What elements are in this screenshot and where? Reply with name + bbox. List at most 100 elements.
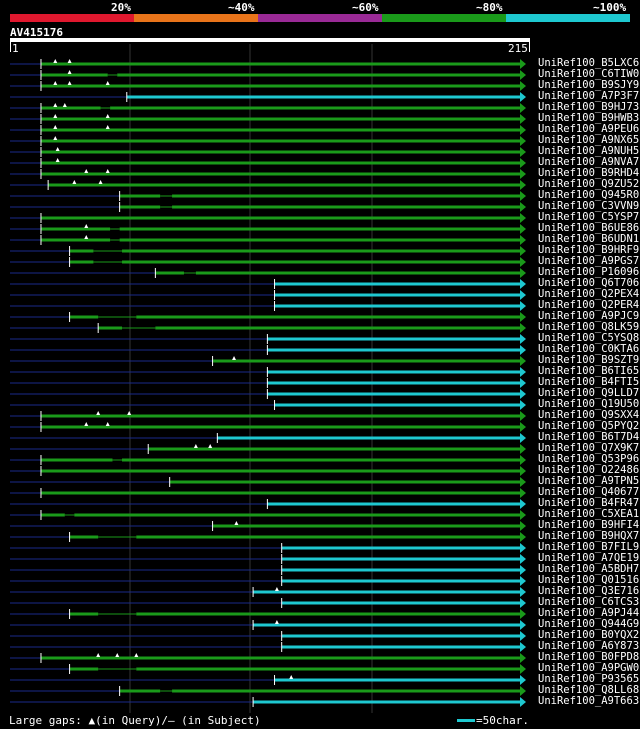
- hit-bar: [267, 381, 520, 385]
- hit-arrow: [520, 576, 526, 586]
- hit-link[interactable]: UniRef100_C6TCS3: [538, 596, 640, 608]
- hit-arrow: [520, 125, 526, 135]
- hit-bar: [40, 656, 520, 660]
- hit-bar: [40, 469, 520, 473]
- hit-link[interactable]: UniRef100_A9TPN5: [538, 475, 640, 487]
- hit-link[interactable]: UniRef100_Q6T706: [538, 277, 640, 289]
- hit-link[interactable]: UniRef100_A9T663: [538, 695, 640, 707]
- hit-arrow: [520, 400, 526, 410]
- hit-link[interactable]: UniRef100_C5XEA1: [538, 508, 640, 520]
- hit-link[interactable]: UniRef100_B6UDN1: [538, 233, 640, 245]
- hit-link[interactable]: UniRef100_Q9LLD7: [538, 387, 640, 399]
- query-title: AV415176: [10, 26, 63, 39]
- hit-link[interactable]: UniRef100_Q2PER4: [538, 299, 640, 311]
- hit-link[interactable]: UniRef100_Q9ZU52: [538, 178, 640, 190]
- hit-link[interactable]: UniRef100_Q8LK59: [538, 321, 640, 333]
- hit-link[interactable]: UniRef100_C5YSQ8: [538, 332, 640, 344]
- hit-link[interactable]: UniRef100_A9PJ44: [538, 607, 640, 619]
- hit-link[interactable]: UniRef100_C3VVN9: [538, 200, 640, 212]
- query-gap-triangle: [72, 180, 77, 184]
- hit-link[interactable]: UniRef100_A5BDH7: [538, 563, 640, 575]
- hit-link[interactable]: UniRef100_O22486: [538, 464, 640, 476]
- query-gap-triangle: [115, 653, 120, 657]
- hit-link[interactable]: UniRef100_B7FIL9: [538, 541, 640, 553]
- hit-bar: [40, 128, 520, 132]
- hit-link[interactable]: UniRef100_A9NVA7: [538, 156, 640, 168]
- hit-link[interactable]: UniRef100_B6UE86: [538, 222, 640, 234]
- hit-bar: [117, 73, 521, 77]
- hit-link[interactable]: UniRef100_B0FPD8: [538, 651, 640, 663]
- hit-link[interactable]: UniRef100_Q5PYQ2: [538, 420, 640, 432]
- hit-link[interactable]: UniRef100_A9PGW0: [538, 662, 640, 674]
- hit-arrow: [520, 257, 526, 267]
- hit-link[interactable]: UniRef100_B9SJY9: [538, 79, 640, 91]
- hit-link[interactable]: UniRef100_C5YSP7: [538, 211, 640, 223]
- query-gap-triangle: [105, 125, 110, 129]
- hit-bar: [69, 315, 99, 319]
- hit-link[interactable]: UniRef100_A9NX65: [538, 134, 640, 146]
- hit-bar: [155, 326, 520, 330]
- hit-link[interactable]: UniRef100_B9HRF9: [538, 244, 640, 256]
- hit-link[interactable]: UniRef100_C6TIW0: [538, 68, 640, 80]
- hit-bar: [40, 106, 101, 110]
- hit-link[interactable]: UniRef100_A6Y873: [538, 640, 640, 652]
- hit-link[interactable]: UniRef100_Q7X9K7: [538, 442, 640, 454]
- hit-link[interactable]: UniRef100_B9SZT9: [538, 354, 640, 366]
- hit-bar: [69, 260, 94, 264]
- hit-link[interactable]: UniRef100_Q53P96: [538, 453, 640, 465]
- hit-link[interactable]: UniRef100_B6T7D4: [538, 431, 640, 443]
- hit-link[interactable]: UniRef100_A9PEU6: [538, 123, 640, 135]
- hit-bar: [148, 447, 520, 451]
- hit-link[interactable]: UniRef100_Q3E716: [538, 585, 640, 597]
- hit-arrow: [520, 191, 526, 201]
- hit-link[interactable]: UniRef100_P93565: [538, 673, 640, 685]
- query-gap-triangle: [105, 169, 110, 173]
- query-gap-triangle: [53, 59, 58, 63]
- hit-link[interactable]: UniRef100_Q944G9: [538, 618, 640, 630]
- hit-arrow: [520, 356, 526, 366]
- hit-link[interactable]: UniRef100_A7P3F7: [538, 90, 640, 102]
- hit-link[interactable]: UniRef100_B4FTI5: [538, 376, 640, 388]
- hit-link[interactable]: UniRef100_B9HJ73: [538, 101, 640, 113]
- query-gap-triangle: [232, 356, 237, 360]
- query-gap-triangle: [96, 653, 101, 657]
- hit-link[interactable]: UniRef100_Q945R0: [538, 189, 640, 201]
- hit-link[interactable]: UniRef100_B9RHD4: [538, 167, 640, 179]
- hit-bar: [40, 161, 520, 165]
- hit-arrow: [520, 455, 526, 465]
- hit-link[interactable]: UniRef100_B5LXC6: [538, 57, 640, 69]
- hit-link[interactable]: UniRef100_A7QE19: [538, 552, 640, 564]
- hit-link[interactable]: UniRef100_Q01516: [538, 574, 640, 586]
- hit-link[interactable]: UniRef100_B4FR47: [538, 497, 640, 509]
- hit-link[interactable]: UniRef100_Q19U50: [538, 398, 640, 410]
- hit-link[interactable]: UniRef100_Q9SXX4: [538, 409, 640, 421]
- hit-link[interactable]: UniRef100_A9PJC9: [538, 310, 640, 322]
- hit-bar: [122, 458, 521, 462]
- query-gap-triangle: [55, 158, 60, 162]
- hit-bar: [274, 403, 520, 407]
- hit-arrow: [520, 334, 526, 344]
- hit-link[interactable]: UniRef100_Q8LL68: [538, 684, 640, 696]
- hit-bar: [172, 205, 520, 209]
- hit-bar: [136, 612, 520, 616]
- hit-bar: [110, 106, 521, 110]
- hit-link[interactable]: UniRef100_B9HWB3: [538, 112, 640, 124]
- hit-link[interactable]: UniRef100_Q2PEX4: [538, 288, 640, 300]
- legend-swatch: [506, 14, 630, 22]
- hit-link[interactable]: UniRef100_Q40677: [538, 486, 640, 498]
- hit-bar: [74, 513, 520, 517]
- query-gap-triangle: [53, 114, 58, 118]
- hit-arrow: [520, 499, 526, 509]
- query-gap-triangle: [84, 224, 89, 228]
- hit-link[interactable]: UniRef100_A9PGS7: [538, 255, 640, 267]
- hit-arrow: [520, 92, 526, 102]
- hit-link[interactable]: UniRef100_P16096: [538, 266, 640, 278]
- hit-link[interactable]: UniRef100_B0YQX2: [538, 629, 640, 641]
- hit-link[interactable]: UniRef100_B9HQX7: [538, 530, 640, 542]
- hit-link[interactable]: UniRef100_B6TI65: [538, 365, 640, 377]
- hit-bar: [98, 326, 123, 330]
- hit-link[interactable]: UniRef100_A9NUH5: [538, 145, 640, 157]
- hit-link[interactable]: UniRef100_B9HFI4: [538, 519, 640, 531]
- hit-link[interactable]: UniRef100_C0KTA6: [538, 343, 640, 355]
- hit-arrow: [520, 268, 526, 278]
